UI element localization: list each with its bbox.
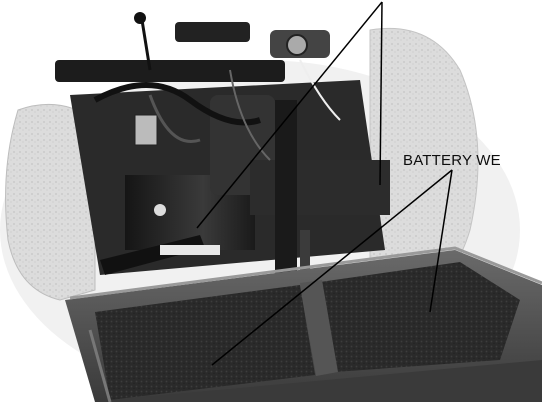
battery-well-callout-label: BATTERY WE: [403, 152, 501, 169]
